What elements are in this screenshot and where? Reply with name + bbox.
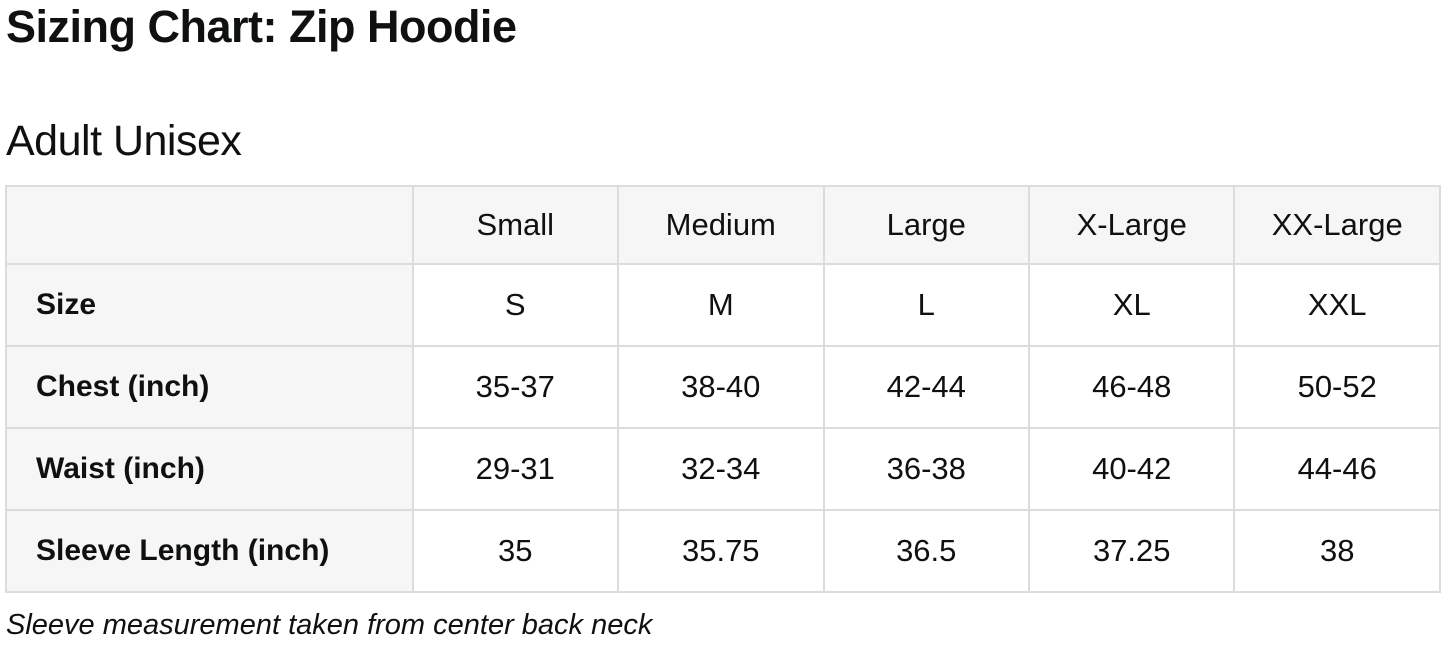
corner-cell [5,185,414,265]
table-row-waist: Waist (inch) 29-31 32-34 36-38 40-42 44-… [5,427,1441,511]
size-value-xx-large: XXL [1233,263,1441,347]
table-row-size: Size S M L XL XXL [5,263,1441,347]
chest-value-x-large: 46-48 [1027,345,1236,429]
size-value-x-large: XL [1027,263,1236,347]
section-title: Adult Unisex [6,117,242,165]
waist-value-x-large: 40-42 [1027,427,1236,511]
sleeve-value-medium: 35.75 [617,509,825,593]
row-label-waist: Waist (inch) [5,427,414,511]
waist-value-small: 29-31 [411,427,620,511]
size-value-small: S [411,263,620,347]
chest-value-xx-large: 50-52 [1233,345,1441,429]
waist-value-medium: 32-34 [617,427,825,511]
page-title: Sizing Chart: Zip Hoodie [6,1,517,52]
sizing-table: Small Medium Large X-Large XX-Large Size… [5,185,1441,593]
column-header-large: Large [822,185,1030,265]
column-header-xx-large: XX-Large [1233,185,1441,265]
sleeve-value-xx-large: 38 [1233,509,1441,593]
chest-value-medium: 38-40 [617,345,825,429]
waist-value-large: 36-38 [822,427,1030,511]
chest-value-small: 35-37 [411,345,620,429]
chest-value-large: 42-44 [822,345,1030,429]
column-header-small: Small [411,185,620,265]
footnote: Sleeve measurement taken from center bac… [6,609,653,641]
sleeve-value-small: 35 [411,509,620,593]
row-label-size: Size [5,263,414,347]
sleeve-value-x-large: 37.25 [1027,509,1236,593]
column-header-medium: Medium [617,185,825,265]
size-value-medium: M [617,263,825,347]
column-header-x-large: X-Large [1027,185,1236,265]
sleeve-value-large: 36.5 [822,509,1030,593]
row-label-sleeve-length: Sleeve Length (inch) [5,509,414,593]
table-header-row: Small Medium Large X-Large XX-Large [5,185,1441,265]
size-value-large: L [822,263,1030,347]
waist-value-xx-large: 44-46 [1233,427,1441,511]
row-label-chest: Chest (inch) [5,345,414,429]
table-row-chest: Chest (inch) 35-37 38-40 42-44 46-48 50-… [5,345,1441,429]
table-row-sleeve-length: Sleeve Length (inch) 35 35.75 36.5 37.25… [5,509,1441,593]
